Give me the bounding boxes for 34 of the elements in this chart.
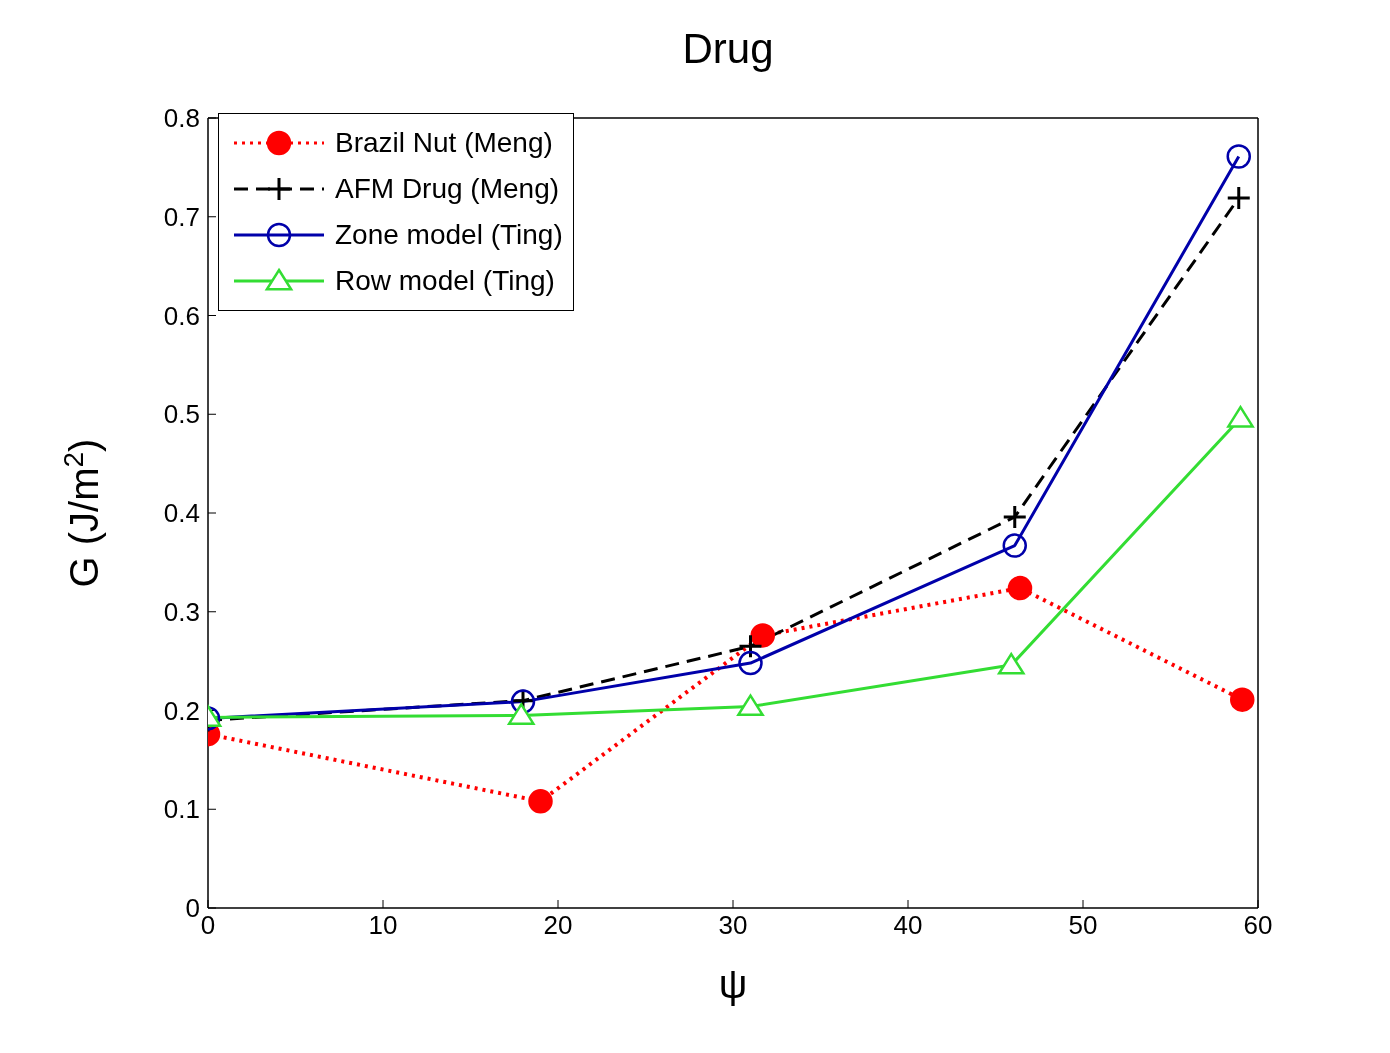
point bbox=[1230, 687, 1255, 712]
y-tick-label: 0.7 bbox=[163, 201, 200, 232]
chart-title: Drug bbox=[682, 25, 774, 72]
x-tick-label: 50 bbox=[1068, 910, 1098, 941]
legend-label: Brazil Nut (Meng) bbox=[335, 127, 553, 159]
point bbox=[750, 623, 775, 648]
y-tick-label: 0.4 bbox=[163, 498, 200, 529]
y-tick-label: 0.5 bbox=[163, 399, 200, 430]
point bbox=[507, 703, 535, 725]
legend-label: AFM Drug (Meng) bbox=[335, 173, 560, 205]
point bbox=[738, 650, 763, 676]
point bbox=[528, 789, 553, 814]
x-tick-label: 20 bbox=[543, 910, 573, 941]
point bbox=[1227, 186, 1250, 209]
point bbox=[1007, 575, 1033, 601]
y-tick-label: 0.6 bbox=[163, 300, 200, 331]
y-tick-label: 0.1 bbox=[163, 794, 200, 825]
x-tick-label: 30 bbox=[718, 910, 748, 941]
y-tick-label: 0.2 bbox=[163, 695, 200, 726]
x-tick-label: 10 bbox=[368, 910, 398, 941]
legend-label: Row model (Ting) bbox=[335, 265, 555, 297]
y-tick-label: 0.3 bbox=[163, 596, 200, 627]
point bbox=[1226, 144, 1251, 169]
legend-label: Zone model (Ting) bbox=[335, 219, 563, 251]
point bbox=[739, 635, 762, 658]
point bbox=[1003, 505, 1026, 528]
point bbox=[737, 694, 764, 717]
x-axis-title: ψ bbox=[718, 962, 748, 1006]
point bbox=[1002, 533, 1027, 558]
point bbox=[997, 652, 1025, 675]
y-tick-label: 0.8 bbox=[163, 103, 200, 134]
x-tick-label: 40 bbox=[893, 910, 923, 941]
x-tick-label: 60 bbox=[1243, 910, 1273, 941]
point bbox=[1227, 405, 1254, 428]
